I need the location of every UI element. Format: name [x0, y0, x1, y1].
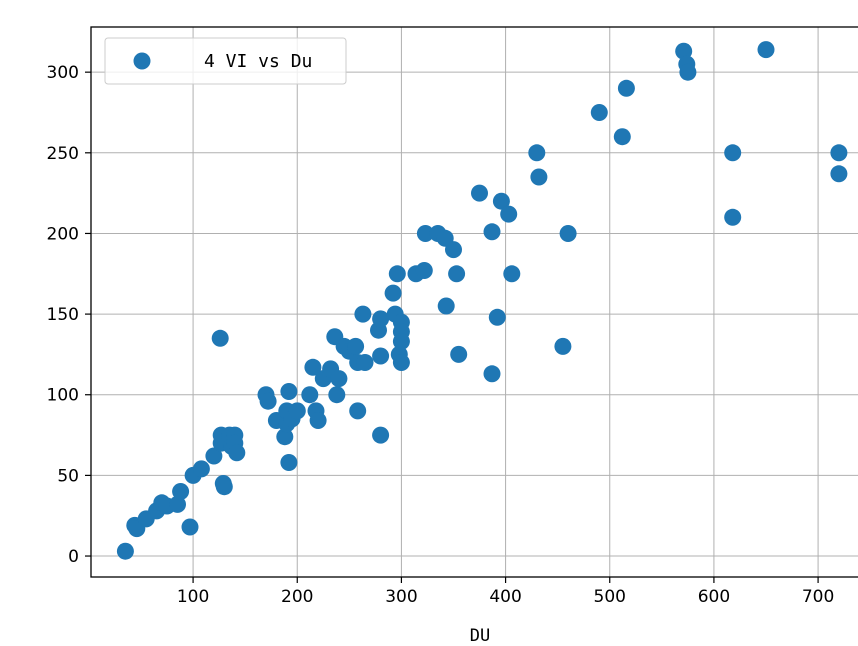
data-point [415, 262, 433, 279]
x-axis: 100 200 300 400 500 600 700 [177, 577, 834, 607]
x-tick-label: 700 [802, 587, 834, 607]
data-point [211, 329, 229, 347]
data-point [349, 402, 367, 420]
data-point [445, 241, 462, 259]
data-point [372, 426, 390, 444]
data-point [354, 305, 372, 323]
data-point [392, 354, 410, 371]
data-point [276, 428, 294, 446]
data-point [181, 518, 199, 536]
x-tick-label: 300 [385, 587, 417, 607]
data-points [116, 41, 848, 560]
data-point [503, 265, 521, 283]
data-point [259, 392, 277, 410]
data-point [215, 478, 233, 496]
legend-marker [133, 52, 151, 70]
data-point [528, 144, 546, 162]
data-point [192, 460, 210, 478]
y-tick-label: 300 [47, 63, 79, 83]
data-point [309, 412, 327, 429]
data-point [372, 310, 390, 328]
data-point [372, 347, 390, 365]
data-point [488, 308, 506, 326]
data-point [388, 265, 406, 283]
data-point [437, 297, 455, 315]
data-point [492, 192, 510, 210]
data-point [304, 358, 322, 376]
data-point [679, 63, 697, 81]
data-point [757, 41, 775, 59]
data-point [724, 144, 742, 162]
data-point [228, 444, 246, 462]
x-tick-label: 500 [594, 587, 626, 607]
legend-box [104, 37, 347, 85]
data-point [483, 365, 501, 383]
data-point [617, 79, 635, 97]
y-tick-label: 100 [47, 386, 79, 406]
data-point [392, 333, 410, 350]
data-point [613, 128, 631, 146]
data-point [205, 447, 223, 465]
data-point [483, 223, 501, 241]
y-tick-label: 250 [47, 144, 79, 164]
y-axis: 0 50 100 150 200 250 300 [47, 63, 91, 567]
data-point [554, 337, 572, 355]
data-point [116, 542, 134, 560]
data-point [830, 165, 848, 183]
y-tick-label: 50 [57, 466, 79, 486]
data-point [530, 168, 548, 186]
x-tick-label: 200 [281, 587, 313, 607]
x-tick-label: 600 [698, 587, 730, 607]
data-point [328, 386, 346, 404]
data-point [288, 402, 306, 420]
data-point [830, 144, 848, 162]
data-point [590, 104, 608, 121]
data-point [280, 383, 298, 400]
data-point [500, 205, 518, 223]
x-axis-title: DU [470, 626, 490, 646]
legend-label: 4 VI vs Du [204, 51, 312, 72]
legend: 4 VI vs Du [104, 37, 347, 85]
data-point [169, 495, 186, 513]
data-point [330, 370, 348, 388]
data-point [172, 483, 190, 500]
data-point [675, 42, 693, 60]
data-point [384, 284, 402, 302]
data-point [356, 354, 374, 371]
data-point [280, 454, 298, 471]
plot-frame [90, 26, 858, 578]
data-point [347, 337, 365, 355]
data-point [416, 225, 434, 242]
x-tick-label: 100 [177, 587, 209, 607]
y-tick-label: 0 [68, 547, 79, 567]
y-tick-label: 150 [47, 305, 79, 325]
data-point [471, 184, 488, 202]
y-tick-label: 200 [47, 224, 79, 244]
x-tick-label: 400 [489, 587, 521, 607]
grid [91, 27, 858, 577]
data-point [450, 345, 468, 363]
data-point [301, 386, 319, 404]
data-point [559, 225, 577, 242]
data-point [448, 265, 466, 283]
data-point [724, 208, 742, 226]
